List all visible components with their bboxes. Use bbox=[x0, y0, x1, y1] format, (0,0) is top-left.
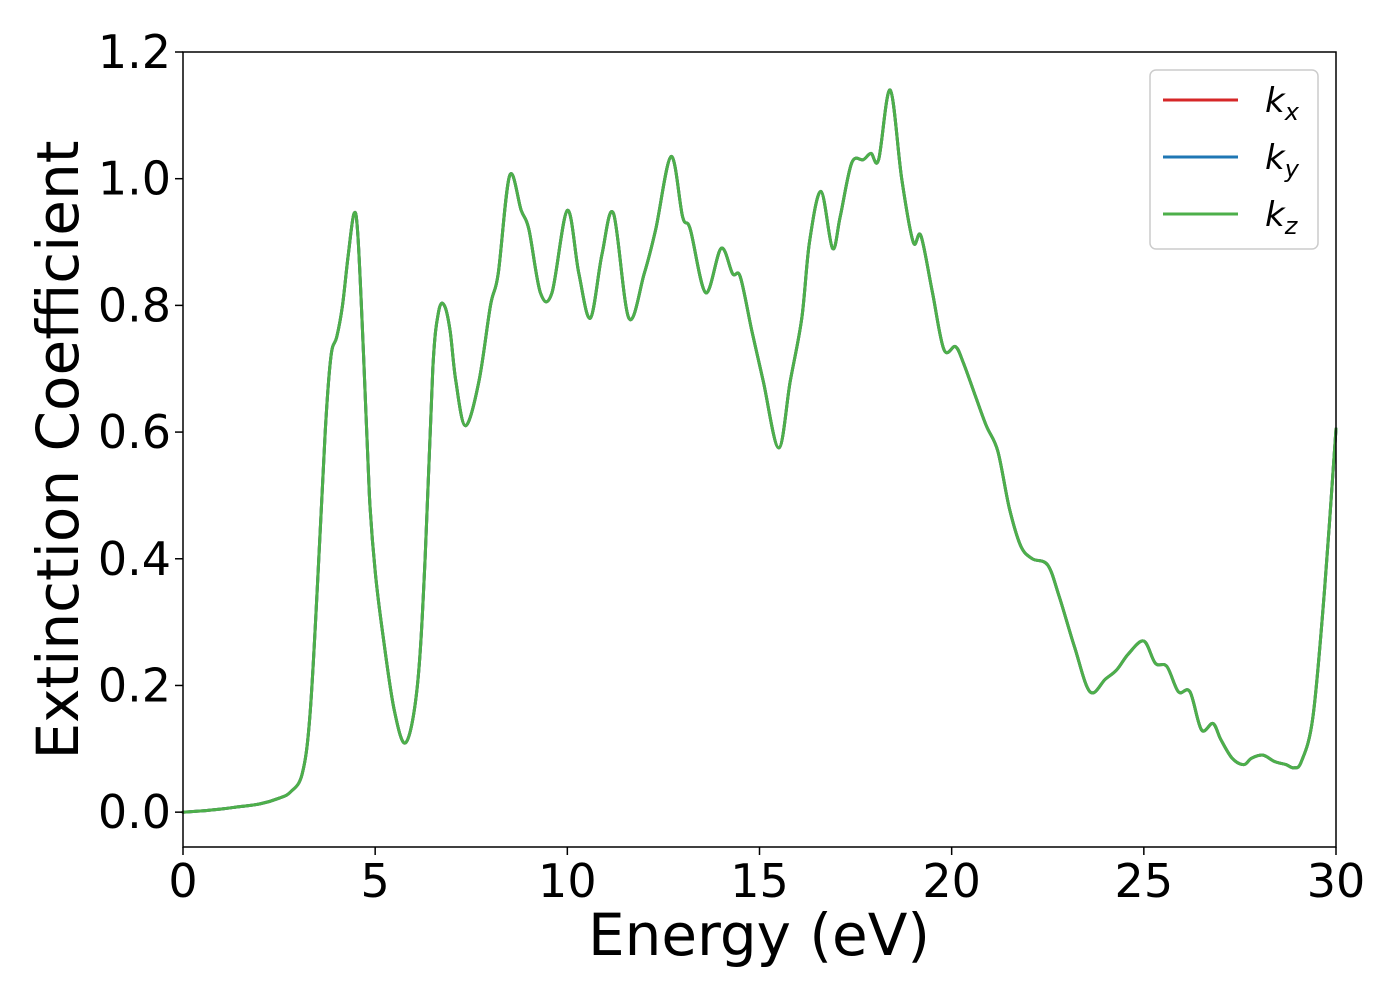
x-axis-ticks: 0 5 10 15 20 25 30 bbox=[168, 847, 1365, 908]
plot-background bbox=[183, 52, 1336, 847]
y-tick-label: 0.4 bbox=[98, 532, 171, 586]
x-tick-label: 30 bbox=[1307, 854, 1366, 908]
x-tick-label: 0 bbox=[168, 854, 197, 908]
series-line-kz bbox=[181, 88, 1338, 814]
y-axis-ticks: 0.0 0.2 0.4 0.6 0.8 1.0 1.2 bbox=[98, 25, 183, 839]
y-tick-label: 1.0 bbox=[98, 152, 171, 206]
x-tick-label: 15 bbox=[730, 854, 789, 908]
legend-label-subscript: x bbox=[1284, 98, 1300, 126]
legend-label-subscript: y bbox=[1284, 155, 1300, 183]
legend-label-subscript: z bbox=[1284, 212, 1299, 240]
x-axis-title: Energy (eV) bbox=[588, 901, 930, 969]
x-tick-label: 10 bbox=[538, 854, 597, 908]
y-axis-title: Extinction Coefficient bbox=[24, 141, 92, 760]
y-tick-label: 0.6 bbox=[98, 405, 171, 459]
legend-box bbox=[1149, 69, 1319, 250]
x-tick-label: 5 bbox=[361, 854, 390, 908]
x-tick-label: 25 bbox=[1115, 854, 1174, 908]
y-tick-label: 1.2 bbox=[98, 25, 171, 79]
y-tick-label: 0.8 bbox=[98, 278, 171, 332]
x-tick-label: 20 bbox=[922, 854, 981, 908]
y-tick-label: 0.2 bbox=[98, 658, 171, 712]
series-layer bbox=[181, 88, 1338, 814]
y-tick-label: 0.0 bbox=[98, 785, 171, 839]
